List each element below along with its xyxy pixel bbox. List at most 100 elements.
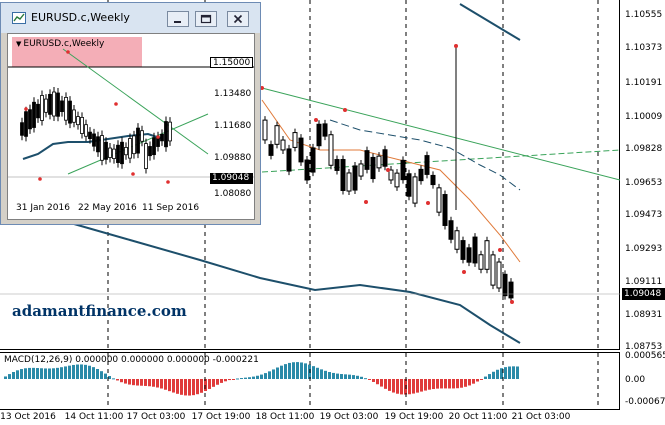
macd-bar <box>512 366 515 379</box>
macd-bar <box>380 379 383 387</box>
candle-body <box>382 149 388 167</box>
macd-bar <box>400 379 403 395</box>
current-price-marker: 1.09048 <box>622 288 665 300</box>
mini-price-label: 1.08080 <box>214 189 252 199</box>
candle-body <box>76 116 80 126</box>
window-titlebar[interactable]: EURUSD.c,Weekly <box>1 3 260 33</box>
candle-body <box>96 136 100 153</box>
candle-body <box>460 240 466 260</box>
macd-bar <box>276 367 279 379</box>
dropdown-triangle-icon: ▼ <box>16 40 22 48</box>
time-axis[interactable]: 13 Oct 2016 14 Oct 11:00 17 Oct 03:00 17… <box>0 410 620 425</box>
macd-indicator-panel[interactable]: MACD(12,26,9) 0.000000 0.000000 0.000000… <box>0 352 620 410</box>
macd-bar <box>288 362 291 379</box>
candle-body <box>286 148 292 172</box>
macd-bar <box>208 379 211 389</box>
macd-bar <box>284 364 287 379</box>
macd-bar <box>424 379 427 391</box>
macd-bar <box>192 379 195 396</box>
macd-bar <box>80 364 83 379</box>
macd-bar <box>280 365 283 379</box>
candle-body <box>116 144 120 163</box>
macd-bar <box>500 368 503 379</box>
candle-body <box>108 147 112 158</box>
macd-bar <box>264 373 267 379</box>
macd-bar <box>188 379 191 396</box>
fractal-marker <box>498 248 502 252</box>
time-label: 13 Oct 2016 <box>0 412 56 422</box>
macd-bar <box>496 369 499 379</box>
macd-bar <box>372 379 375 382</box>
macd-bar <box>420 379 423 392</box>
macd-bar <box>352 375 355 379</box>
price-label: 1.10373 <box>625 43 663 53</box>
candle-body <box>132 135 136 155</box>
candle-body <box>376 155 382 169</box>
macd-bar <box>156 379 159 388</box>
macd-bar <box>488 374 491 379</box>
macd-bar <box>120 379 123 383</box>
macd-bar <box>172 379 175 393</box>
minimize-button[interactable] <box>167 11 189 27</box>
macd-bar <box>516 366 519 379</box>
candle-body <box>436 187 442 213</box>
weekly-chart-window[interactable]: EURUSD.c,Weekly ▼ EURUSD.c,Weekly 1.15000… <box>0 2 261 225</box>
candle-body <box>128 138 132 159</box>
macd-bar <box>100 371 103 379</box>
window-title: EURUSD.c,Weekly <box>31 11 130 24</box>
macd-bar <box>296 362 299 379</box>
time-label: 19 Oct 19:00 <box>384 412 444 422</box>
fractal-marker <box>166 180 170 184</box>
macd-bar <box>144 379 147 386</box>
macd-bar <box>60 367 63 379</box>
macd-bar <box>336 373 339 379</box>
macd-bar <box>196 379 199 395</box>
macd-bar <box>260 374 263 379</box>
macd-bar <box>76 364 79 379</box>
candle-body <box>412 176 418 204</box>
fractal-marker <box>343 108 347 112</box>
candle-body <box>388 169 394 181</box>
candle-body <box>334 159 340 171</box>
candle-body <box>322 123 328 137</box>
macd-bar <box>216 379 219 385</box>
macd-bar <box>184 379 187 396</box>
candle-body <box>490 254 496 286</box>
macd-bar <box>116 379 119 381</box>
macd-scale-label: 0.000565 <box>625 351 665 361</box>
macd-bar <box>68 365 71 379</box>
price-axis[interactable]: 1.10555 1.10373 1.10191 1.10009 1.09828 … <box>621 0 665 410</box>
moving-average-mid <box>329 119 521 191</box>
macd-bar <box>448 379 451 389</box>
macd-bar <box>40 368 43 379</box>
candle-body <box>20 122 24 136</box>
candle-body <box>120 141 124 165</box>
macd-bar <box>376 379 379 385</box>
close-button[interactable] <box>227 11 249 27</box>
macd-bar <box>220 379 223 383</box>
candle-body <box>100 135 104 161</box>
price-label: 1.09293 <box>625 244 663 254</box>
macd-bar <box>364 378 367 380</box>
mini-time-label: 22 May 2016 <box>78 203 137 213</box>
macd-bar <box>152 379 155 387</box>
candle-body <box>394 172 400 188</box>
macd-bar <box>72 364 75 379</box>
candle-body <box>442 194 448 226</box>
mini-current-price: 1.09048 <box>210 173 253 184</box>
time-label: 18 Oct 11:00 <box>255 412 315 422</box>
macd-bar <box>456 379 459 389</box>
macd-bar <box>480 379 483 380</box>
macd-bar <box>472 379 475 384</box>
trendline-descending <box>62 48 209 155</box>
candle-body <box>92 133 96 147</box>
candle-body <box>124 147 128 156</box>
price-label: 1.09473 <box>625 210 663 220</box>
candle-body <box>346 172 352 192</box>
macd-bar <box>20 369 23 379</box>
macd-bar <box>64 366 67 379</box>
macd-bar <box>252 376 255 379</box>
restore-button[interactable] <box>195 11 217 27</box>
price-label: 1.08931 <box>625 310 663 320</box>
weekly-chart-area[interactable]: ▼ EURUSD.c,Weekly 1.15000 1.13480 1.11680… <box>7 33 255 220</box>
